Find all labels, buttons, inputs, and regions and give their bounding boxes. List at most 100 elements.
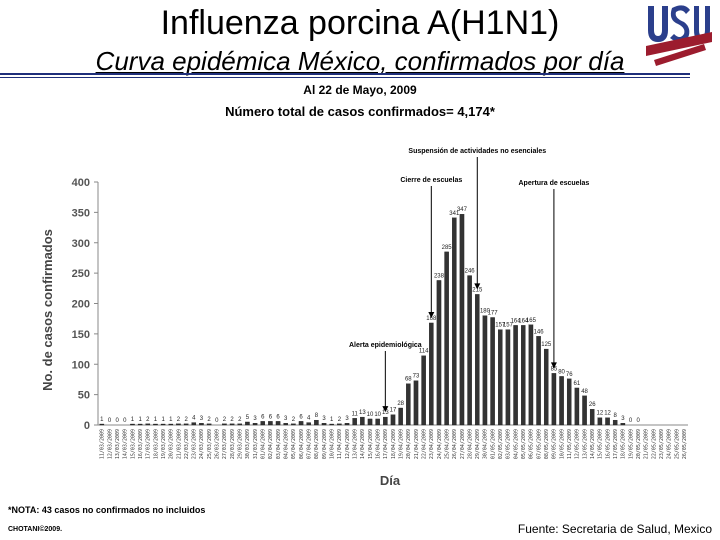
x-tick-label: 01/05/2009 <box>490 429 496 459</box>
x-tick-label: 06/04/2009 <box>299 429 305 459</box>
bar-data-label: 3 <box>345 416 349 422</box>
x-tick-label: 13/05/2009 <box>582 429 588 459</box>
bar-data-label: 73 <box>413 374 420 380</box>
bar-data-label: 80 <box>558 369 565 375</box>
bar-data-label: 4 <box>307 416 311 422</box>
bar <box>137 423 143 426</box>
date-line: Al 22 de Mayo, 2009 <box>303 83 417 97</box>
bar-data-label: 17 <box>390 408 397 414</box>
bar <box>367 418 373 426</box>
bar-data-label: 26 <box>589 402 596 408</box>
x-tick-label: 04/04/2009 <box>284 429 290 459</box>
bar <box>344 423 350 426</box>
axes <box>97 182 688 426</box>
x-axis-label: Día <box>380 473 401 488</box>
bar-data-label: 8 <box>315 413 319 419</box>
bar <box>153 423 158 426</box>
bar-data-label: 157 <box>503 323 514 329</box>
bar <box>383 416 388 426</box>
x-tick-label: 25/04/2009 <box>444 429 450 459</box>
x-tick-label: 23/05/2009 <box>659 429 665 459</box>
title-rule-thin <box>0 77 690 78</box>
x-tick-label: 15/04/2009 <box>368 429 374 459</box>
bar <box>360 416 365 426</box>
bar <box>375 418 380 426</box>
bar-data-label: 177 <box>488 310 499 316</box>
x-tick-label: 26/05/2009 <box>682 429 688 459</box>
annotation-label: Suspensión de actividades no esenciales <box>408 148 546 155</box>
bar <box>191 422 197 426</box>
bar <box>329 423 334 426</box>
bar <box>597 417 603 426</box>
bar <box>566 378 572 426</box>
x-tick-label: 20/05/2009 <box>636 429 642 459</box>
bar-data-label: 61 <box>574 381 581 387</box>
x-tick-label: 02/04/2009 <box>268 429 274 459</box>
x-date-group: 11/03/2009 12/03/2009 13/03/2009 14/03/2009… <box>100 429 688 459</box>
x-tick-label: 16/03/2009 <box>138 429 144 459</box>
x-tick-label: 26/04/2009 <box>452 429 458 459</box>
bar-data-label: 168 <box>426 316 437 322</box>
x-tick-label: 19/03/2009 <box>161 429 167 459</box>
x-tick-label: 08/05/2009 <box>544 429 550 459</box>
bar <box>620 423 626 426</box>
bar-data-label: 6 <box>269 414 273 420</box>
data-label-group: 1 0 0 0 1 1 2 1 1 1 2 2 4 3 2 0 2 2 2 5 3 6 6 6 3 2 6 4 83 1 2 311 13 10 1… <box>100 207 640 424</box>
x-tick-label: 16/04/2009 <box>375 429 381 459</box>
x-tick-label: 15/05/2009 <box>598 429 604 459</box>
x-tick-label: 24/04/2009 <box>437 429 443 459</box>
bar-data-label: 165 <box>526 318 537 324</box>
x-tick-label: 23/04/2009 <box>429 429 435 459</box>
bar <box>605 417 610 426</box>
y-tick-label: 0 <box>84 420 90 432</box>
bar-data-label: 0 <box>637 418 641 424</box>
x-tick-label: 27/04/2009 <box>460 429 466 459</box>
bar-data-label: 4 <box>192 416 196 422</box>
bar <box>436 280 442 426</box>
bar <box>467 275 472 426</box>
bar-data-label: 347 <box>457 207 468 213</box>
bar-data-label: 2 <box>177 417 181 423</box>
bar-data-label: 238 <box>434 273 445 279</box>
bar-data-label: 0 <box>123 418 127 424</box>
bar <box>574 387 580 426</box>
bar <box>337 423 342 426</box>
x-tick-label: 22/03/2009 <box>184 429 190 459</box>
bar-data-label: 285 <box>442 245 453 251</box>
x-tick-label: 22/05/2009 <box>651 429 657 459</box>
bar-data-label: 3 <box>253 416 257 422</box>
bar <box>183 423 189 426</box>
bar-data-label: 180 <box>480 309 491 315</box>
bar-data-label: 1 <box>169 417 173 423</box>
bar-data-label: 76 <box>566 372 573 378</box>
credit: CHOTANI©2009. <box>8 526 63 533</box>
x-tick-label: 13/04/2009 <box>352 429 358 459</box>
x-tick-label: 17/04/2009 <box>383 429 389 459</box>
bar <box>505 329 511 426</box>
bar <box>252 423 258 426</box>
bar <box>283 423 288 426</box>
bar-data-label: 8 <box>614 413 618 419</box>
bar-data-label: 2 <box>184 417 188 423</box>
bar-data-label: 6 <box>276 414 280 420</box>
bar <box>237 423 243 426</box>
university-logo <box>644 2 714 68</box>
x-tick-label: 14/05/2009 <box>590 429 596 459</box>
bar <box>513 325 518 426</box>
x-tick-label: 17/05/2009 <box>613 429 619 459</box>
y-axis-label: No. de casos confirmados <box>40 229 55 391</box>
bar <box>291 423 296 426</box>
x-tick-label: 30/04/2009 <box>483 429 489 459</box>
x-tick-label: 27/03/2009 <box>222 429 228 459</box>
x-tick-label: 29/03/2009 <box>238 429 244 459</box>
x-tick-label: 26/03/2009 <box>215 429 221 459</box>
bar-data-label: 85 <box>551 366 558 372</box>
x-tick-label: 12/04/2009 <box>345 429 351 459</box>
bar <box>536 336 541 426</box>
bar-data-label: 12 <box>604 411 611 417</box>
total-cases-line: Número total de casos confirmados= 4,174… <box>225 104 495 119</box>
x-tick-label: 05/05/2009 <box>521 429 527 459</box>
x-tick-label: 28/04/2009 <box>467 429 473 459</box>
bar-data-label: 3 <box>322 416 326 422</box>
x-tick-label: 21/03/2009 <box>176 429 182 459</box>
